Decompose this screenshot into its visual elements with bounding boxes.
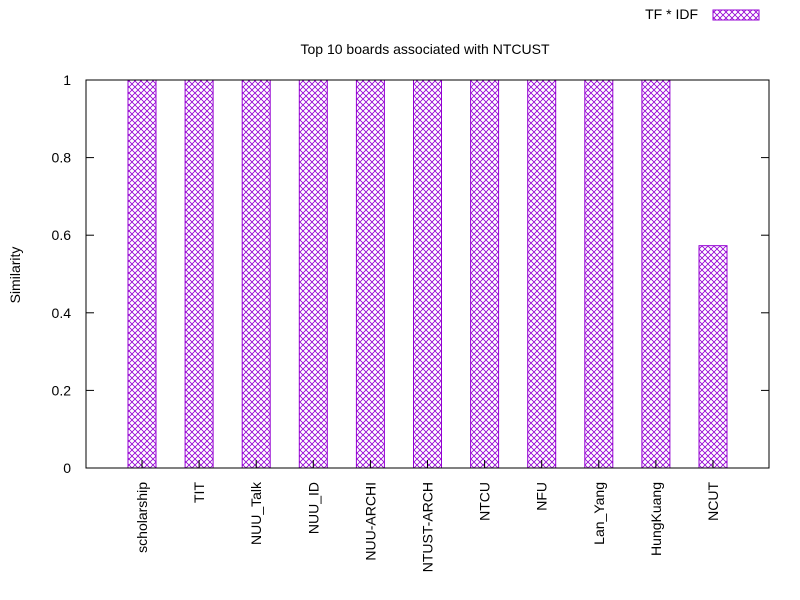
bar-HungKuang <box>641 79 671 469</box>
y-axis-ticks: 0 0.2 0.4 0.6 0.8 1 <box>52 72 769 476</box>
plot-frame <box>85 79 770 469</box>
bar-NUU-ARCHI <box>355 79 385 469</box>
bar-NTUST-ARCH <box>413 79 442 469</box>
y-tick-label: 0.6 <box>52 227 72 243</box>
x-tick-label: NUU_ID <box>305 482 321 534</box>
x-tick-label: NUU_Talk <box>248 481 264 545</box>
y-tick-label: 0.2 <box>52 382 72 398</box>
legend-label: TF * IDF <box>645 6 698 22</box>
x-tick-label: NUU-ARCHI <box>362 482 378 561</box>
y-axis-label: Similarity <box>7 247 23 304</box>
legend: TF * IDF <box>645 6 760 22</box>
bar-NUU_ID <box>298 79 328 469</box>
x-tick-label: NFU <box>534 482 550 511</box>
bar-NTCU <box>470 79 500 469</box>
bar-NFU <box>527 79 557 469</box>
x-tick-label: scholarship <box>134 482 150 553</box>
y-tick-label: 0.8 <box>52 150 72 166</box>
x-tick-label: HungKuang <box>648 482 664 556</box>
x-tick-label: TIT <box>191 482 207 503</box>
y-tick-label: 0.4 <box>52 305 72 321</box>
legend-swatch <box>712 9 760 21</box>
bar-TIT <box>184 79 214 469</box>
bar-Lan_Yang <box>584 79 614 469</box>
bar-scholarship <box>127 79 157 469</box>
bars-group <box>127 79 728 469</box>
x-tick-label: Lan_Yang <box>591 482 607 545</box>
chart-title: Top 10 boards associated with NTCUST <box>301 41 550 57</box>
x-tick-label: NCUT <box>705 482 721 521</box>
x-axis-ticks: scholarship TIT NUU_Talk NUU_ID NUU-ARCHI NTU… <box>134 460 721 572</box>
y-tick-label: 0 <box>63 460 71 476</box>
x-tick-label: NTCU <box>477 482 493 521</box>
bar-NUU_Talk <box>241 79 271 469</box>
x-tick-label: NTUST-ARCH <box>420 482 436 572</box>
bar-NCUT <box>698 245 728 469</box>
y-tick-label: 1 <box>63 72 71 88</box>
